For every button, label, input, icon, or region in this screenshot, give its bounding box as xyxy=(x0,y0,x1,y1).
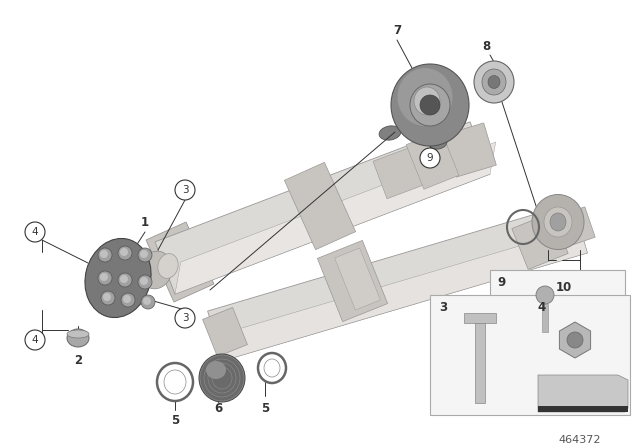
Ellipse shape xyxy=(410,84,450,126)
Ellipse shape xyxy=(206,361,226,379)
Circle shape xyxy=(25,330,45,350)
Ellipse shape xyxy=(379,126,401,140)
Text: 9: 9 xyxy=(498,276,506,289)
Ellipse shape xyxy=(488,76,500,89)
Circle shape xyxy=(98,271,112,285)
Circle shape xyxy=(175,308,195,328)
Ellipse shape xyxy=(429,137,447,149)
Circle shape xyxy=(100,273,108,281)
Text: 5: 5 xyxy=(261,401,269,414)
Text: 464372: 464372 xyxy=(559,435,601,445)
Polygon shape xyxy=(146,222,214,302)
Circle shape xyxy=(420,148,440,168)
Circle shape xyxy=(120,275,128,283)
Polygon shape xyxy=(335,248,380,310)
Ellipse shape xyxy=(414,87,440,115)
Ellipse shape xyxy=(85,238,151,318)
Circle shape xyxy=(175,180,195,200)
Text: 9: 9 xyxy=(427,153,433,163)
FancyBboxPatch shape xyxy=(430,295,630,415)
Ellipse shape xyxy=(482,69,506,95)
Polygon shape xyxy=(444,123,497,177)
Bar xyxy=(464,313,496,323)
Bar xyxy=(542,304,548,332)
Ellipse shape xyxy=(391,64,469,146)
Text: 4: 4 xyxy=(538,301,546,314)
Text: 10: 10 xyxy=(556,280,572,293)
Circle shape xyxy=(536,286,554,304)
Polygon shape xyxy=(207,203,588,361)
Bar xyxy=(475,323,485,403)
Text: 6: 6 xyxy=(214,401,222,414)
Ellipse shape xyxy=(158,254,178,278)
Circle shape xyxy=(420,95,440,115)
Polygon shape xyxy=(155,122,490,294)
Circle shape xyxy=(143,297,151,305)
Circle shape xyxy=(140,277,148,285)
Polygon shape xyxy=(203,307,248,357)
Circle shape xyxy=(567,332,583,348)
Polygon shape xyxy=(550,207,595,249)
Polygon shape xyxy=(406,131,459,190)
Ellipse shape xyxy=(67,329,89,347)
Circle shape xyxy=(103,293,111,301)
Polygon shape xyxy=(512,212,568,269)
Circle shape xyxy=(101,291,115,305)
Ellipse shape xyxy=(544,207,572,237)
Circle shape xyxy=(138,248,152,262)
Text: 4: 4 xyxy=(32,335,38,345)
Ellipse shape xyxy=(550,213,566,231)
Bar xyxy=(538,406,628,412)
Circle shape xyxy=(141,295,155,309)
Ellipse shape xyxy=(67,330,89,338)
Text: 8: 8 xyxy=(482,39,490,52)
Ellipse shape xyxy=(397,68,452,126)
Circle shape xyxy=(138,275,152,289)
Polygon shape xyxy=(317,241,388,322)
FancyBboxPatch shape xyxy=(490,270,625,365)
Circle shape xyxy=(100,250,108,258)
Circle shape xyxy=(118,273,132,287)
Ellipse shape xyxy=(264,359,280,377)
Polygon shape xyxy=(538,375,628,412)
Circle shape xyxy=(140,250,148,258)
Text: 7: 7 xyxy=(393,23,401,36)
Circle shape xyxy=(118,246,132,260)
Text: 3: 3 xyxy=(439,301,447,314)
Ellipse shape xyxy=(164,370,186,394)
Text: 3: 3 xyxy=(182,313,188,323)
Ellipse shape xyxy=(474,61,514,103)
Polygon shape xyxy=(215,228,588,361)
Polygon shape xyxy=(373,146,427,199)
Text: 1: 1 xyxy=(141,215,149,228)
Ellipse shape xyxy=(532,194,584,250)
Polygon shape xyxy=(284,162,356,250)
Circle shape xyxy=(98,248,112,262)
Circle shape xyxy=(25,222,45,242)
Polygon shape xyxy=(175,142,496,294)
Text: 2: 2 xyxy=(74,353,82,366)
Text: 3: 3 xyxy=(182,185,188,195)
Ellipse shape xyxy=(140,251,172,289)
Ellipse shape xyxy=(199,354,245,402)
Circle shape xyxy=(121,293,135,307)
Text: 4: 4 xyxy=(32,227,38,237)
Circle shape xyxy=(123,295,131,303)
Circle shape xyxy=(120,248,128,256)
Text: 5: 5 xyxy=(171,414,179,426)
